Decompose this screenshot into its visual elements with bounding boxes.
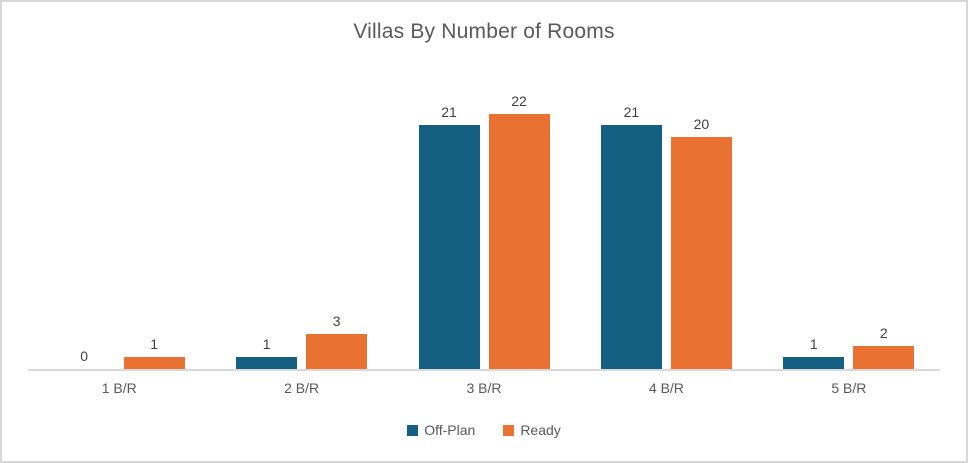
bar-ready-3-b-r: 22 (488, 93, 550, 369)
category-label-3-b-r: 3 B/R (466, 380, 502, 396)
bar-off-plan-2-b-r: 1 (236, 336, 298, 369)
bar-off-plan-3-b-r: 21 (418, 104, 480, 369)
data-label-ready-3-b-r: 22 (511, 93, 527, 109)
data-label-ready-2-b-r: 3 (332, 313, 341, 329)
data-label-off-plan-4-b-r: 21 (623, 104, 640, 120)
data-label-off-plan-5-b-r: 1 (809, 336, 818, 352)
data-label-ready-5-b-r: 2 (879, 325, 888, 341)
plot-area: 0 1 1 3 21 22 21 20 1 2 (28, 79, 940, 371)
bar-ready-4-b-r: 20 (670, 116, 732, 369)
data-label-ready-1-b-r: 1 (150, 336, 159, 352)
category-label-4-b-r: 4 B/R (648, 380, 684, 396)
chart-title: Villas By Number of Rooms (353, 20, 615, 43)
bar-cluster-3-b-r: 21 22 (393, 79, 575, 369)
legend: Off-Plan Ready (2, 422, 966, 438)
bar-cluster-4-b-r: 21 20 (575, 79, 757, 369)
category-label-2-b-r: 2 B/R (284, 380, 320, 396)
x-axis-line (28, 369, 940, 371)
data-label-off-plan-2-b-r: 1 (262, 336, 271, 352)
data-label-ready-4-b-r: 20 (693, 116, 710, 132)
legend-label-off-plan: Off-Plan (424, 422, 476, 438)
bar-ready-5-b-r: 2 (853, 325, 915, 369)
bar-ready-2-b-r: 3 (306, 313, 368, 369)
category-label-1-b-r: 1 B/R (101, 380, 137, 396)
bar-off-plan-5-b-r: 1 (783, 336, 845, 369)
bar-ready-1-b-r: 1 (123, 336, 185, 369)
legend-swatch-off-plan (407, 424, 419, 436)
legend-swatch-ready (503, 424, 515, 436)
category-axis: 1 B/R 2 B/R 3 B/R 4 B/R 5 B/R (28, 380, 940, 396)
bar-clusters: 0 1 1 3 21 22 21 20 1 2 (28, 79, 940, 369)
data-label-off-plan-1-b-r: 0 (80, 348, 89, 364)
legend-item-off-plan: Off-Plan (407, 422, 475, 438)
category-label-5-b-r: 5 B/R (831, 380, 867, 396)
bar-off-plan-4-b-r: 21 (600, 104, 662, 369)
data-label-off-plan-3-b-r: 21 (441, 104, 457, 120)
legend-label-ready: Ready (520, 422, 561, 438)
legend-item-ready: Ready (503, 422, 561, 438)
